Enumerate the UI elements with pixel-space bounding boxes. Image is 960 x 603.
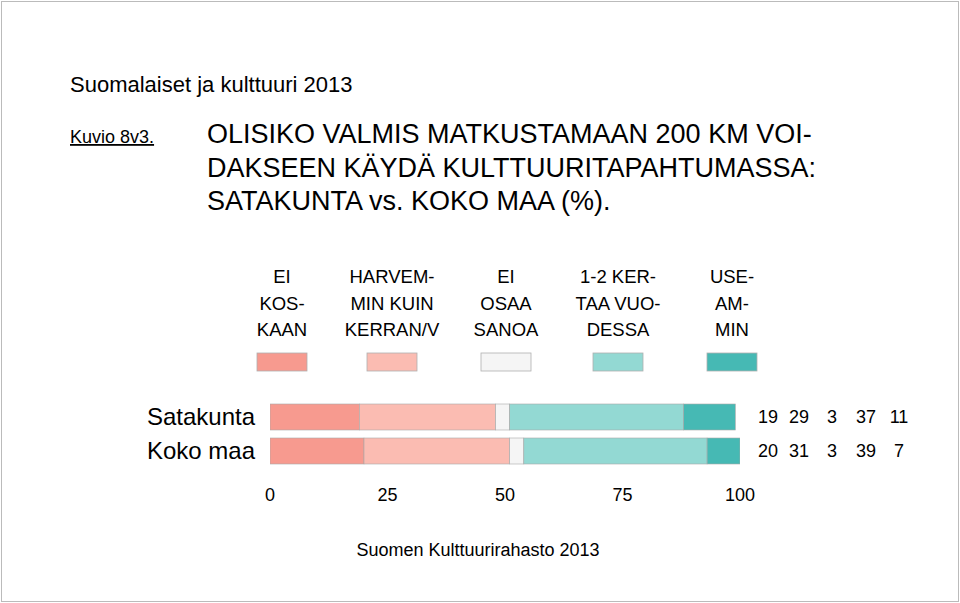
bar-segment (270, 438, 364, 464)
bar-segment (510, 404, 684, 430)
subtitle: Suomalaiset ja kulttuuri 2013 (70, 72, 353, 97)
legend-line: DESSA (587, 319, 650, 340)
data-label: 39 (856, 441, 876, 461)
tick-label: 75 (612, 485, 632, 505)
legend-label: EI OSAA SANOA (474, 266, 539, 340)
legend-line: KAAN (257, 319, 307, 340)
bar-segment (707, 438, 740, 464)
data-label: 37 (856, 407, 876, 427)
legend-label: HARVEM- MIN KUIN KERRAN/V (345, 266, 440, 340)
data-label: 29 (789, 407, 809, 427)
bar-segment (524, 438, 707, 464)
title: SATAKUNTA vs. KOKO MAA (%). (207, 186, 611, 216)
legend-line: USE- (710, 266, 754, 287)
legend-line: MIN KUIN (350, 293, 433, 314)
tick-label: 0 (265, 485, 275, 505)
data-label: 19 (758, 407, 778, 427)
data-label: 31 (789, 441, 809, 461)
data-label: 3 (827, 407, 837, 427)
source: Suomen Kulttuurirahasto 2013 (356, 540, 599, 560)
tick-label: 25 (377, 485, 397, 505)
title: DAKSEEN KÄYDÄ KULTTUURITAPAHTUMASSA: (207, 153, 816, 183)
legend-swatch (367, 353, 417, 371)
title: OLISIKO VALMIS MATKUSTAMAAN 200 KM VOI- (207, 119, 812, 149)
legend-line: OSAA (480, 293, 532, 314)
category-label: Satakunta (147, 403, 256, 430)
legend-line: HARVEM- (350, 266, 435, 287)
frame (2, 2, 959, 602)
tick (505, 468, 506, 470)
data-label: 7 (894, 441, 904, 461)
bar-segment (364, 438, 510, 464)
figure-label: Kuvio 8v3. (70, 127, 154, 147)
bar-segment (359, 404, 495, 430)
tick (622, 468, 623, 470)
bar-segment (270, 404, 359, 430)
bar-segment (684, 404, 736, 430)
legend-label: EI KOS- KAAN (257, 266, 307, 340)
legend-line: KOS- (259, 293, 304, 314)
tick-label: 50 (495, 485, 515, 505)
legend-swatch (707, 353, 757, 371)
legend-label: USE- AM- MIN (710, 266, 754, 340)
legend-swatch (481, 353, 531, 371)
tick (387, 468, 388, 470)
data-label: 3 (827, 441, 837, 461)
category-label: Koko maa (147, 437, 256, 464)
bar-segment (496, 404, 510, 430)
tick-label: 100 (725, 485, 755, 505)
legend-line: MIN (715, 319, 749, 340)
bar-segment (510, 438, 524, 464)
legend-line: SANOA (474, 319, 539, 340)
chart: Suomalaiset ja kulttuuri 2013 Kuvio 8v3. O… (0, 0, 960, 603)
legend-label: 1-2 KER- TAA VUO- DESSA (576, 266, 661, 340)
tick (740, 468, 741, 470)
tick (270, 468, 271, 470)
data-label: 20 (758, 441, 778, 461)
legend-line: AM- (715, 293, 749, 314)
data-label: 11 (890, 407, 909, 427)
legend-swatch (257, 353, 307, 371)
legend-line: TAA VUO- (576, 293, 661, 314)
legend-line: KERRAN/V (345, 319, 440, 340)
legend-line: EI (497, 266, 514, 287)
legend-swatch (593, 353, 643, 371)
bars (270, 404, 740, 464)
legend-line: EI (273, 266, 290, 287)
legend-line: 1-2 KER- (580, 266, 656, 287)
